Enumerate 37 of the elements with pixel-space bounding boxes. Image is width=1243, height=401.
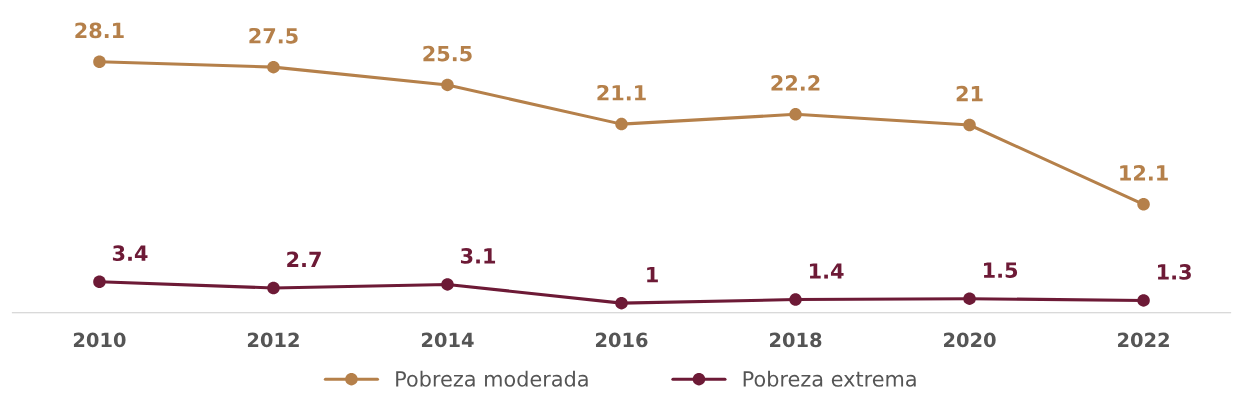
point xyxy=(963,118,976,132)
data-label: 1.4 xyxy=(809,263,844,279)
point xyxy=(267,281,280,295)
point xyxy=(1137,198,1150,211)
legend-label: Pobreza extrema xyxy=(743,370,916,387)
point xyxy=(1137,294,1150,307)
data-label: 2.7 xyxy=(287,251,321,267)
data-label: 1.3 xyxy=(1158,263,1191,280)
x-tick-label: 2022 xyxy=(1118,332,1169,348)
data-label: 27.5 xyxy=(249,27,298,44)
data-label: 21 xyxy=(956,85,983,102)
point xyxy=(789,293,802,306)
x-tick-label: 2010 xyxy=(73,332,126,348)
point xyxy=(267,60,280,74)
data-label: 3.4 xyxy=(112,245,148,262)
x-tick-label: 2018 xyxy=(770,332,822,348)
point xyxy=(93,275,106,288)
data-label: 22.2 xyxy=(771,75,820,91)
data-label: 1.5 xyxy=(983,262,1018,278)
point xyxy=(615,296,628,310)
x-tick-label: 2016 xyxy=(595,332,648,348)
point xyxy=(441,278,454,291)
point xyxy=(615,117,628,131)
data-label: 1 xyxy=(647,266,658,283)
data-label: 28.1 xyxy=(75,22,124,39)
point xyxy=(789,108,802,121)
x-tick-label: 2020 xyxy=(944,332,996,348)
data-label: 25.5 xyxy=(423,45,472,62)
data-label: 3.1 xyxy=(460,247,496,264)
point xyxy=(93,55,106,69)
data-label: 21.1 xyxy=(597,84,646,101)
x-tick-label: 2014 xyxy=(421,332,474,348)
point xyxy=(963,292,976,305)
legend-label: Pobreza moderada xyxy=(396,370,588,387)
data-label: 12.1 xyxy=(1120,165,1168,181)
point xyxy=(441,78,454,92)
x-tick-label: 2012 xyxy=(247,332,299,348)
